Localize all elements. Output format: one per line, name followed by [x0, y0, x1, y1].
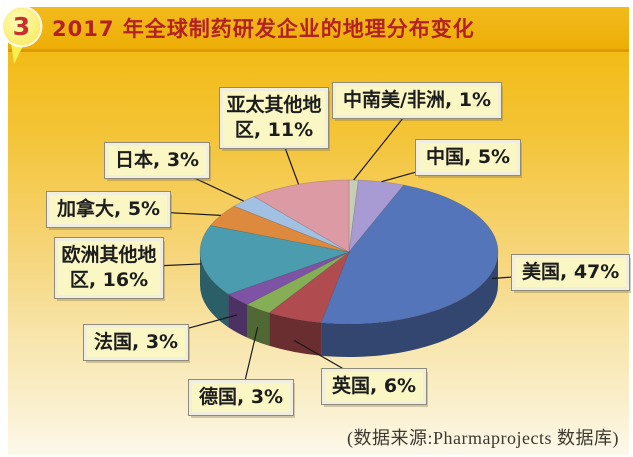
leader-line-latin-america-africa: [353, 117, 404, 181]
pie-slice-china: [348, 179, 405, 254]
page-title: 2017 年全球制药研发企业的地理分布变化: [52, 17, 475, 41]
leader-line-germany: [244, 327, 259, 381]
pie-slice-france: [227, 251, 350, 305]
pie-label-other-europe: 欧洲其他地区, 16%: [54, 236, 164, 300]
pie-label-china: 中国, 5%: [414, 138, 522, 177]
pie-label-germany: 德国, 3%: [187, 378, 295, 417]
pie-label-canada: 加拿大, 5%: [45, 190, 172, 229]
leader-line-uk: [293, 339, 344, 370]
header-bar: 2017 年全球制药研发企业的地理分布变化: [8, 7, 629, 52]
leader-line-france: [187, 314, 238, 329]
pie-slice-germany-side: [247, 304, 270, 346]
pie-label-uk: 英国, 6%: [320, 367, 428, 406]
leader-line-other-europe: [162, 263, 202, 267]
pie-slice-usa: [320, 184, 499, 325]
pie-label-usa: 美国, 47%: [510, 253, 631, 292]
pie-slice-uk-side: [269, 312, 322, 356]
leader-line-japan: [194, 177, 244, 202]
pie-label-japan: 日本, 3%: [103, 141, 211, 180]
badge-number: 3: [12, 12, 31, 41]
source-note: (数据来源:Pharmaprojects 数据库): [347, 428, 619, 448]
pie-label-france: 法国, 3%: [82, 323, 190, 362]
leader-line-other-asia-pacific: [284, 147, 300, 185]
pie-label-other-asia-pacific: 亚太其他地区, 11%: [219, 86, 329, 150]
pie-label-latin-america-africa: 中南美/非洲, 1%: [331, 81, 503, 120]
leader-line-usa: [492, 276, 513, 280]
pie-slice-other-europe-side: [200, 252, 229, 328]
pie-slice-usa-side: [321, 252, 498, 357]
pie-slice-uk: [268, 250, 350, 324]
leader-line-china: [381, 171, 417, 183]
pie-slice-other-europe: [199, 225, 351, 295]
pie-slice-germany: [246, 251, 350, 314]
pie-slice-france-side: [228, 294, 248, 338]
leader-line-canada: [169, 212, 221, 216]
pie-slice-canada: [209, 205, 350, 253]
number-badge: 3: [3, 8, 40, 45]
pie-slice-other-asia-pacific: [253, 179, 350, 253]
pie-slice-japan: [233, 196, 350, 253]
